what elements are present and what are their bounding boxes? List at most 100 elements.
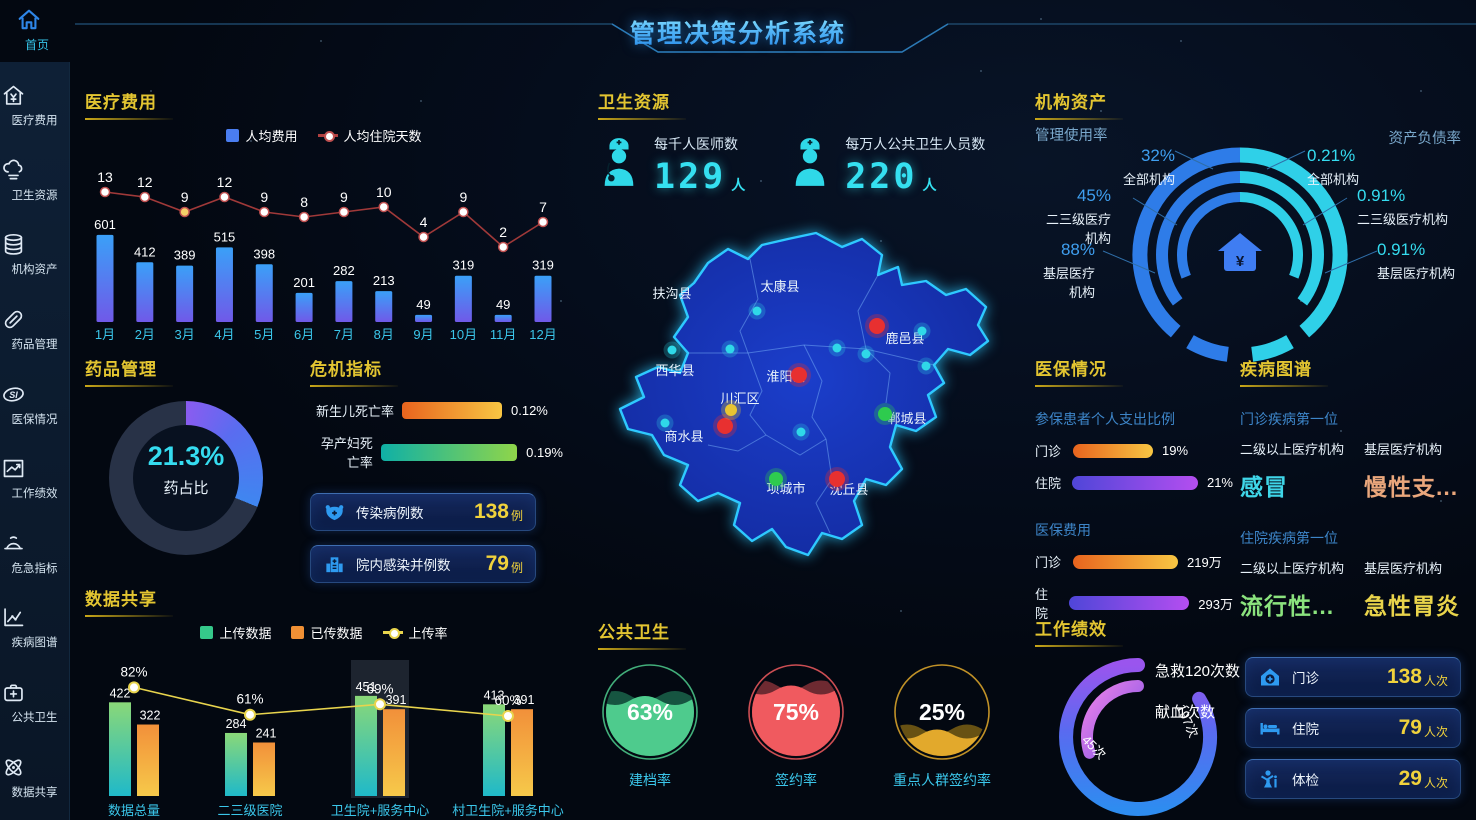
bar[interactable] <box>295 292 313 322</box>
line-point[interactable] <box>139 191 151 203</box>
bar[interactable] <box>534 275 552 322</box>
bar[interactable] <box>225 732 247 796</box>
bar[interactable] <box>215 247 233 322</box>
bar[interactable] <box>415 314 433 322</box>
legend-item[interactable]: 已传数据 <box>291 623 363 642</box>
data-share-chart[interactable]: 422 322 数据总量 284 241 二三级医院 451 391 卫生院+服务中心 413 39… <box>85 644 564 820</box>
sidebar-item-1[interactable]: 医疗费用 <box>0 82 69 128</box>
map-marker[interactable] <box>796 427 806 437</box>
bar[interactable] <box>255 264 273 322</box>
bar[interactable] <box>383 709 405 796</box>
bar[interactable] <box>96 234 114 322</box>
bar[interactable] <box>511 709 533 796</box>
insurance-bar[interactable] <box>1072 475 1198 490</box>
legend-swatch <box>200 626 214 639</box>
sidebar-item-5[interactable]: SI 医保情况 <box>0 381 69 427</box>
sidebar-item-6[interactable]: 工作绩效 <box>0 455 69 501</box>
liquid-gauge-chart[interactable]: 63% <box>600 662 700 762</box>
legend-item[interactable]: 上传数据 <box>200 623 271 642</box>
sidebar-item-label: 疾病图谱 <box>11 637 58 650</box>
bar[interactable] <box>137 724 159 796</box>
liquid-gauge-chart[interactable]: 75% <box>746 662 846 762</box>
bar[interactable] <box>176 265 194 322</box>
map-marker[interactable] <box>769 472 783 486</box>
line-point[interactable] <box>259 206 270 218</box>
performance-card[interactable]: 住院 79 人次 <box>1245 708 1461 748</box>
sidebar-item-9[interactable]: 公共卫生 <box>0 679 69 725</box>
insurance-row-value: 19% <box>1162 443 1189 458</box>
performance-card[interactable]: 体检 29 人次 <box>1245 759 1461 799</box>
map-marker[interactable] <box>717 418 733 434</box>
bar[interactable] <box>335 281 353 322</box>
home-label: 首页 <box>24 38 49 52</box>
line-point[interactable] <box>458 206 469 218</box>
bar[interactable] <box>494 314 512 322</box>
medical-cost-chart[interactable]: 6011月4122月3893月5154月3985月2016月2827月2138月… <box>85 147 563 347</box>
liquid-gauge-chart[interactable]: 25% <box>892 662 992 762</box>
line-point[interactable] <box>378 201 389 213</box>
map-marker[interactable] <box>725 344 735 354</box>
line-point[interactable] <box>418 231 429 243</box>
line-point[interactable] <box>497 241 509 253</box>
insurance-bar[interactable] <box>1073 443 1153 458</box>
crisis-card[interactable]: 传染病例数 138 例 <box>310 493 536 531</box>
org-left-header: 管理使用率 <box>1035 128 1108 144</box>
bar[interactable] <box>483 704 505 796</box>
crisis-bar[interactable] <box>402 402 502 419</box>
sidebar-item-4[interactable]: 药品管理 <box>0 306 69 352</box>
org-assets-gauge: ¥ <box>1102 147 1378 362</box>
insurance-bar[interactable] <box>1069 596 1190 610</box>
line-point[interactable] <box>298 211 310 223</box>
line-point[interactable] <box>374 698 386 711</box>
map-marker[interactable] <box>869 318 885 334</box>
map-region-label: 川汇区 <box>720 391 759 406</box>
line-point[interactable] <box>179 206 190 218</box>
sidebar-item-10[interactable]: 数据共享 <box>0 754 69 800</box>
disease-col: 基层医疗机构 慢性支... <box>1364 439 1466 502</box>
bar[interactable] <box>375 291 393 322</box>
org-right-header: 资产负债率 <box>1388 131 1462 147</box>
map-marker[interactable] <box>791 367 807 383</box>
crisis-bar[interactable] <box>380 443 518 461</box>
legend-item[interactable]: 上传率 <box>382 623 448 642</box>
sidebar-item-3[interactable]: 机构资产 <box>0 231 69 277</box>
database-yen-icon <box>4 234 23 256</box>
line-point[interactable] <box>244 708 256 721</box>
legend-item[interactable]: 人均费用 <box>226 126 298 145</box>
map-marker[interactable] <box>752 306 762 316</box>
map-marker[interactable] <box>660 418 670 428</box>
sidebar-item-8[interactable]: 疾病图谱 <box>0 604 69 650</box>
crisis-card[interactable]: 院内感染并例数 79 例 <box>310 545 536 583</box>
map-marker[interactable] <box>861 349 871 359</box>
bar[interactable] <box>454 275 472 322</box>
map-marker[interactable] <box>829 471 845 487</box>
performance-card[interactable]: 门诊 138 人次 <box>1245 657 1461 697</box>
bar[interactable] <box>109 702 131 796</box>
map-outline[interactable] <box>618 231 990 557</box>
bar[interactable] <box>136 262 154 322</box>
line-point[interactable] <box>537 216 549 228</box>
line-point[interactable] <box>338 206 350 218</box>
bar[interactable] <box>355 695 377 796</box>
home-button[interactable]: 首页 <box>14 6 60 53</box>
drug-ratio-donut[interactable]: 21.3% 药占比 <box>109 401 263 555</box>
line-point[interactable] <box>99 186 111 198</box>
map-marker[interactable] <box>725 404 737 416</box>
legend-swatch <box>317 131 338 142</box>
bar[interactable] <box>253 742 275 796</box>
line-point[interactable] <box>219 191 230 203</box>
map-marker[interactable] <box>832 343 842 353</box>
line-point[interactable] <box>128 681 140 694</box>
map-marker[interactable] <box>667 345 677 355</box>
line-chart-icon <box>4 608 24 627</box>
svg-text:10月: 10月 <box>450 327 477 342</box>
map-marker[interactable] <box>917 326 927 336</box>
map-marker[interactable] <box>921 361 931 371</box>
line-point[interactable] <box>502 710 514 722</box>
legend-item[interactable]: 人均住院天数 <box>317 126 422 145</box>
map-marker[interactable] <box>878 407 892 421</box>
sidebar-item-2[interactable]: 卫生资源 <box>0 157 69 203</box>
sidebar-item-7[interactable]: 危急指标 <box>0 530 69 576</box>
insurance-bar[interactable] <box>1073 554 1178 569</box>
